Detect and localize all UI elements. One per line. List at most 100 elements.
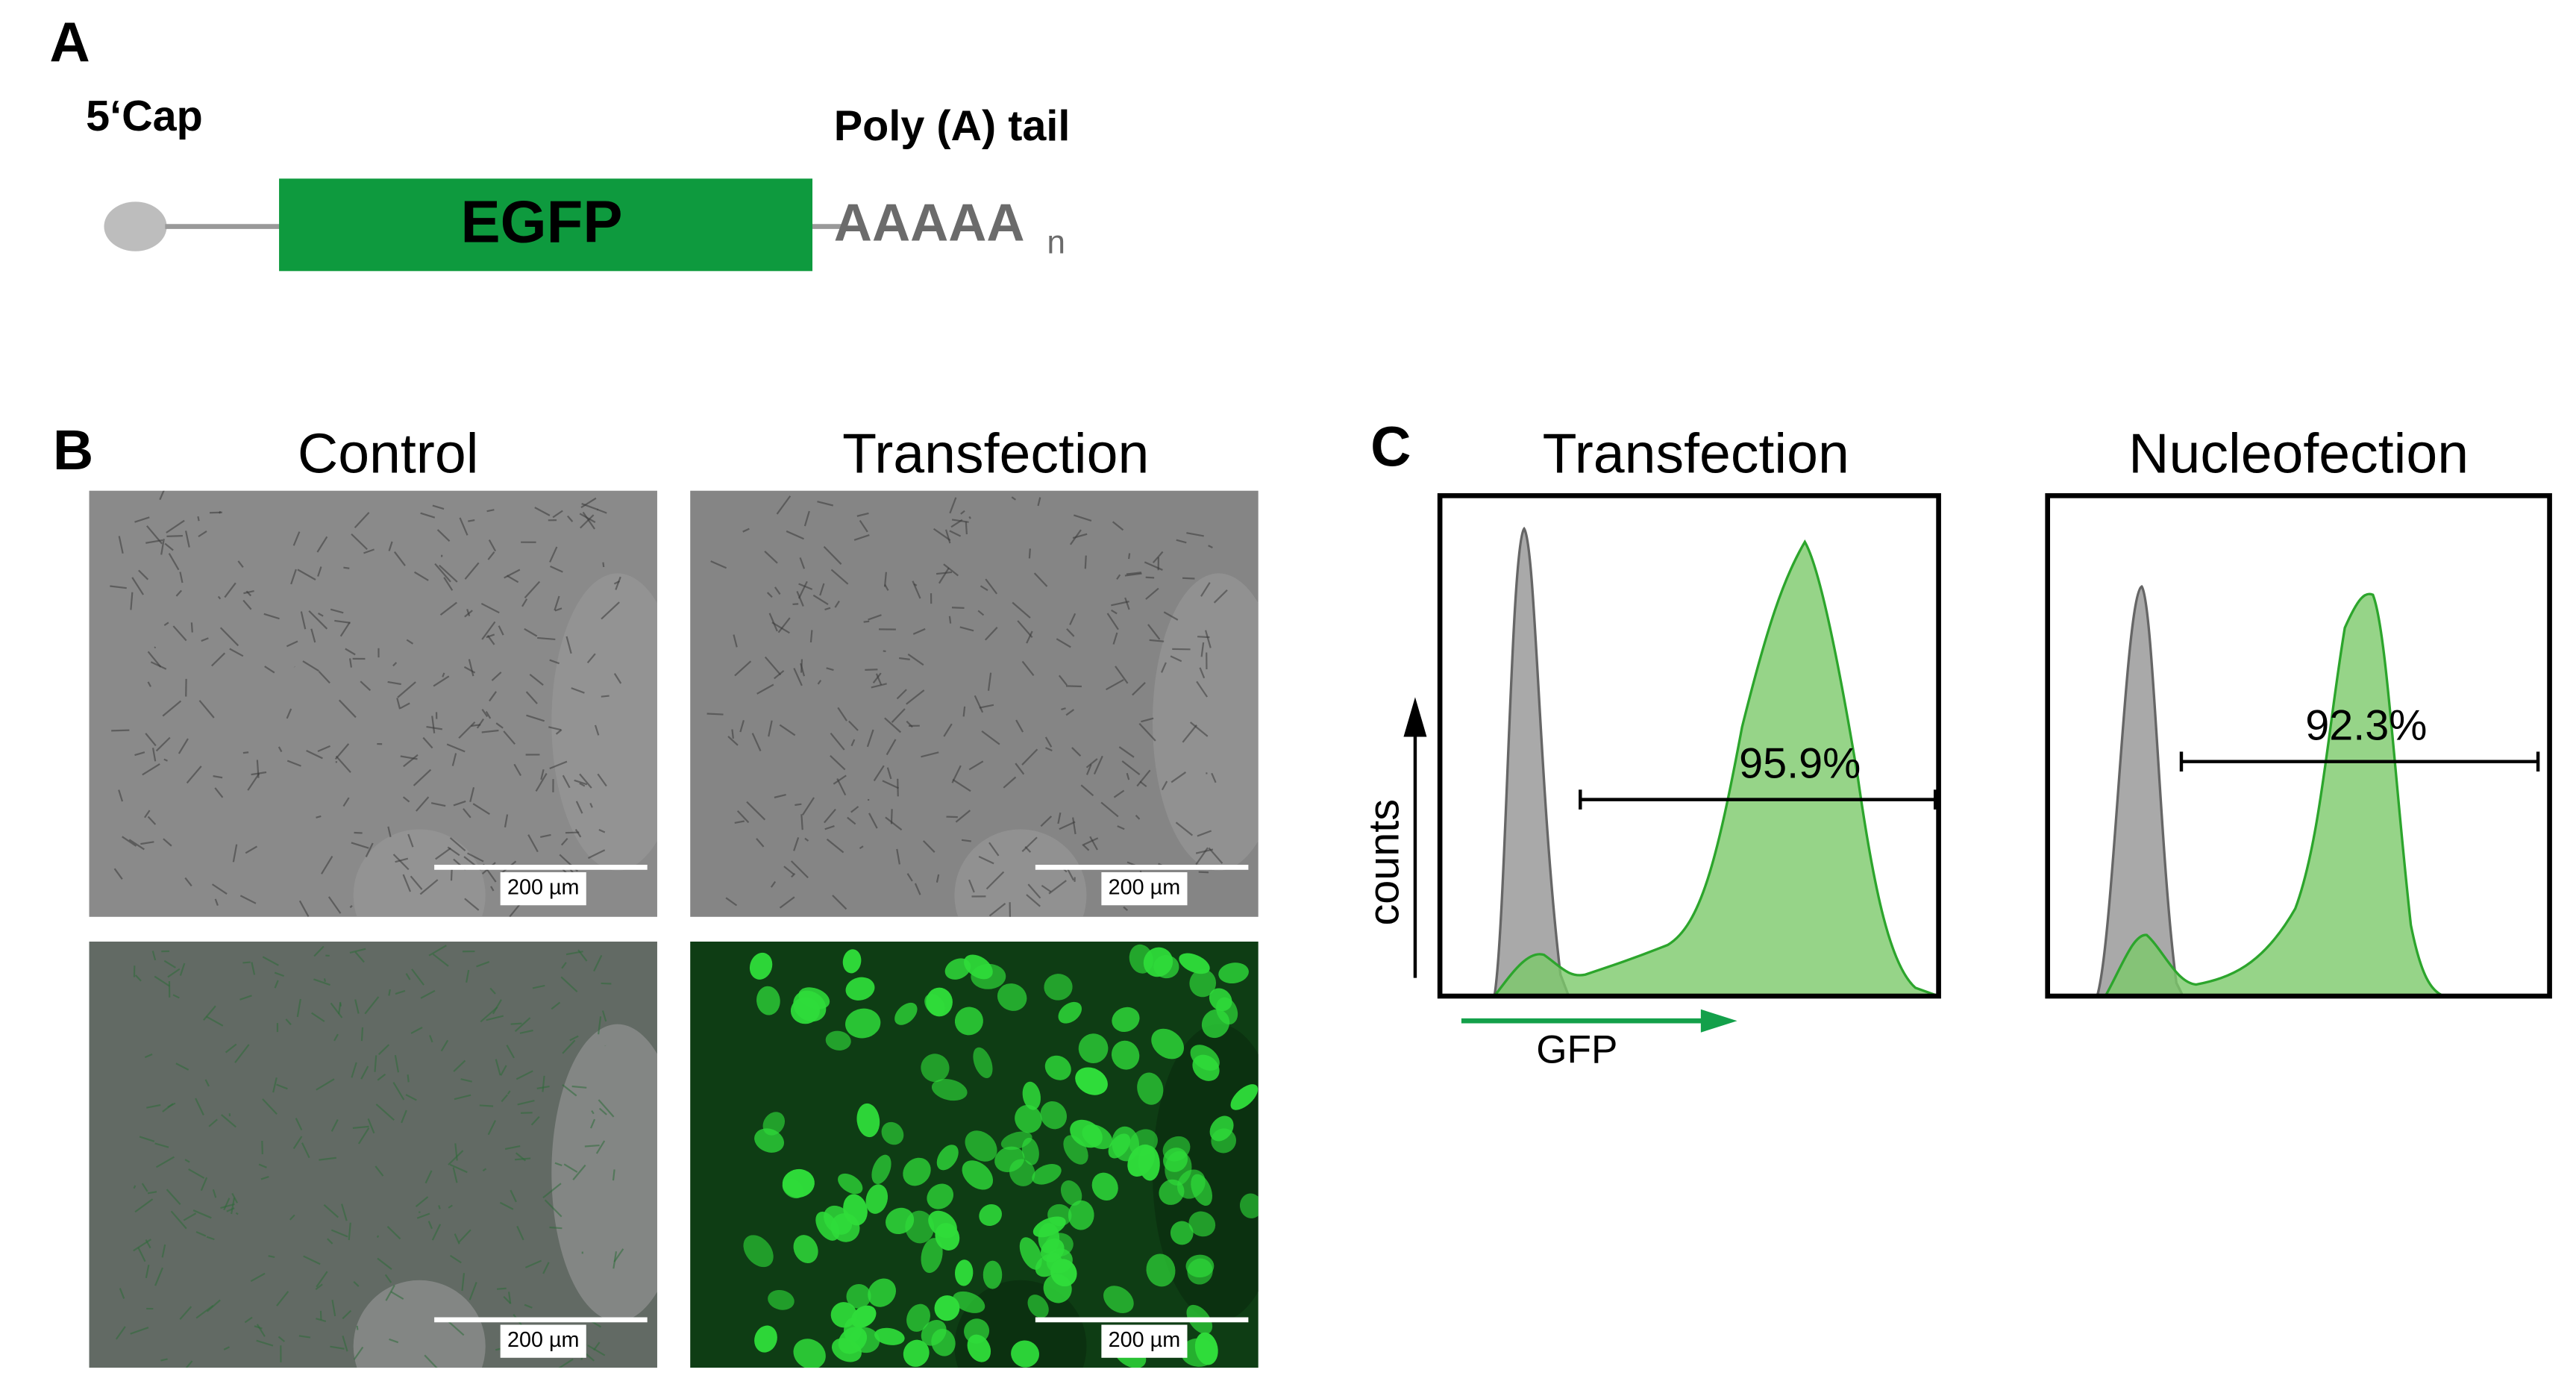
cell-edge	[330, 1345, 345, 1350]
cell-edge	[980, 585, 988, 592]
cell-edge	[300, 611, 307, 630]
cell-edge	[262, 1098, 278, 1115]
cell-edge	[1111, 609, 1118, 615]
cell-edge	[334, 743, 350, 760]
cell-edge	[384, 1274, 392, 1283]
cell-edge	[481, 729, 499, 733]
cell-edge	[339, 622, 351, 637]
cell-edge	[830, 569, 849, 585]
cell-edge	[535, 773, 548, 792]
cell	[754, 1128, 784, 1153]
cell-edge	[468, 659, 474, 677]
cell-edge	[519, 1029, 533, 1034]
cell-edge	[352, 1125, 369, 1129]
cell-edge	[321, 855, 333, 874]
cell-edge	[871, 683, 887, 689]
cell-edge	[460, 1078, 472, 1083]
cell-edge	[819, 583, 825, 596]
cell-edge	[742, 528, 750, 533]
cell-edge	[589, 802, 593, 808]
cell-edge	[167, 1102, 176, 1108]
cell-edge	[211, 652, 226, 667]
texture	[110, 490, 657, 917]
cell-edge	[151, 748, 157, 762]
cell-edge	[777, 617, 791, 633]
cell-edge	[311, 1012, 325, 1022]
cell-edge	[501, 1094, 509, 1103]
cell-edge	[333, 1033, 339, 1042]
cell	[1230, 1084, 1259, 1110]
cell-edge	[357, 1127, 370, 1145]
cell-edge	[936, 874, 940, 883]
cell-edge	[1196, 680, 1209, 698]
cell-edge	[601, 695, 609, 698]
cell-edge	[295, 1118, 303, 1131]
cell-edge	[1135, 814, 1141, 820]
cell-edge	[542, 1262, 550, 1274]
scale-label: 200 µm	[1109, 1328, 1181, 1352]
cell-edge	[943, 723, 953, 737]
cell-edge	[613, 580, 620, 585]
cell-edge	[155, 736, 171, 752]
cell-edge	[542, 1183, 562, 1199]
cell-edge	[242, 751, 249, 754]
cell-edge	[513, 763, 522, 777]
cell-edge	[1072, 817, 1077, 835]
cell-edge	[601, 1010, 607, 1022]
cell-edge	[817, 680, 822, 685]
cell-edge	[424, 1354, 438, 1368]
cell	[997, 983, 1027, 1011]
cell-edge	[476, 961, 490, 968]
cell-edge	[163, 960, 176, 968]
cell-edge	[396, 698, 401, 710]
cell-edge	[449, 837, 466, 852]
cell-edge	[764, 550, 778, 564]
cell	[856, 1103, 880, 1138]
scale-bars: 200 µm 200 µm 200 µm 200 µm	[434, 865, 1249, 1358]
cell-edge	[468, 1282, 477, 1300]
egfp-box	[279, 178, 813, 272]
cell-edge	[349, 905, 353, 909]
cell-edge	[166, 1189, 181, 1205]
cell-edge	[453, 800, 466, 807]
cell-edge	[200, 1177, 208, 1192]
cell-edge	[1161, 780, 1168, 791]
cell-edge	[375, 1165, 384, 1177]
cell-edge	[549, 760, 568, 770]
cell-edge	[448, 1204, 453, 1209]
cell	[934, 1295, 960, 1321]
gene-label: EGFP	[461, 189, 623, 255]
cell-edge	[402, 796, 410, 803]
cell	[743, 1235, 774, 1268]
cell-edge	[110, 585, 127, 589]
cell-edge	[850, 739, 856, 747]
cell-edge	[779, 724, 796, 736]
cell-edge	[354, 951, 365, 963]
cell-edge	[459, 517, 468, 536]
cell-edge	[360, 680, 372, 692]
cell-edge	[415, 1196, 429, 1207]
cell-edge	[988, 842, 1000, 857]
cell-edge	[527, 834, 539, 853]
cell-edge	[487, 551, 495, 560]
cell-edge	[1113, 789, 1125, 798]
cell-edge	[133, 1185, 137, 1189]
cell-edge	[442, 672, 445, 677]
cell-edge	[458, 1229, 471, 1243]
cell-edge	[571, 687, 585, 694]
cell-edge	[420, 989, 436, 999]
cell-edge	[150, 661, 167, 670]
cell-edge	[296, 998, 301, 1018]
cell-edge	[161, 1244, 166, 1258]
cell-edge	[145, 1239, 151, 1249]
cell-edge	[247, 772, 260, 791]
plot-title: Transfection	[1543, 422, 1849, 484]
cell-edge	[223, 1198, 231, 1211]
cell-edge	[540, 769, 545, 780]
cell-edge	[250, 1272, 266, 1283]
cell-edge	[463, 808, 471, 818]
cell	[1190, 1045, 1220, 1071]
cell-edge	[327, 1238, 333, 1245]
cell-edge	[488, 539, 497, 552]
